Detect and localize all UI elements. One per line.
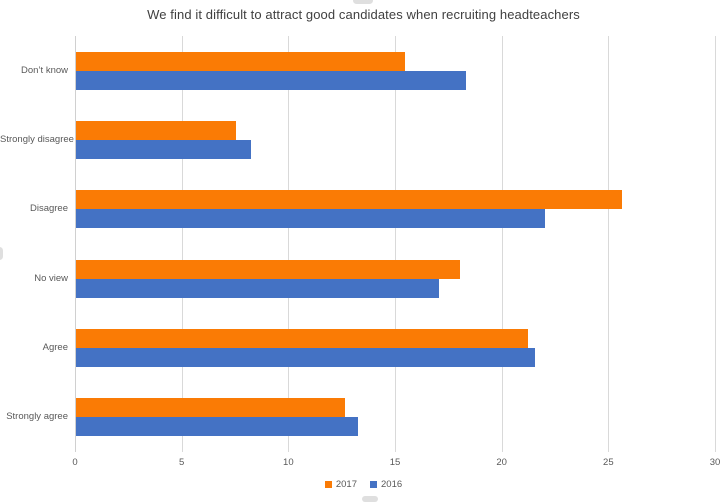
bar-2016-3[interactable]: [76, 278, 439, 298]
bar-2016-1[interactable]: [76, 140, 251, 159]
bar-2017-4[interactable]: [76, 329, 529, 348]
bar-2017-2[interactable]: [76, 190, 623, 210]
category-label: Disagree: [29, 203, 68, 215]
legend-label-2017: 2017: [335, 478, 357, 490]
selection-handle-top[interactable]: [353, 0, 373, 4]
category-label: Don’t know: [21, 64, 68, 76]
gridline-x-25: [608, 36, 610, 452]
bar-2017-0[interactable]: [76, 51, 405, 71]
category-label: Strongly disagree: [0, 134, 74, 145]
x-tick-label-15: 15: [389, 457, 401, 468]
x-tick-label-25: 25: [603, 457, 614, 468]
gridline-x-5: [181, 36, 183, 452]
legend: 2017 2016: [0, 477, 727, 491]
gridline-x-15: [395, 36, 396, 452]
chart-title: We find it difficult to attract good can…: [147, 7, 580, 22]
bar-2017-3[interactable]: [76, 259, 460, 279]
legend-item-2016[interactable]: 2016: [370, 479, 402, 490]
category-label: Strongly agree: [6, 411, 68, 423]
selection-handle-left[interactable]: [0, 247, 3, 260]
legend-item-2017[interactable]: 2017: [324, 478, 357, 490]
x-tick-label-20: 20: [496, 457, 507, 468]
gridline-x-20: [501, 36, 503, 452]
bar-2016-4[interactable]: [76, 348, 535, 367]
x-tick-label-30: 30: [709, 457, 721, 468]
bar-2016-2[interactable]: [76, 209, 546, 229]
bar-2017-1[interactable]: [76, 121, 236, 140]
legend-swatch-2017-icon: [324, 480, 332, 488]
category-label: Agree: [42, 342, 68, 353]
gridline-x-10: [288, 36, 290, 452]
bar-2017-5[interactable]: [76, 398, 345, 418]
x-tick-label-5: 5: [179, 457, 185, 468]
gridline-x-30: [715, 36, 716, 452]
category-axis-line: [75, 36, 76, 452]
bar-2016-0[interactable]: [76, 70, 467, 90]
x-tick-label-0: 0: [72, 457, 78, 468]
legend-swatch-2016-icon: [370, 480, 377, 488]
category-label: No view: [34, 272, 68, 284]
x-tick-label-10: 10: [283, 457, 294, 468]
bar-2016-5[interactable]: [76, 417, 358, 437]
legend-label-2016: 2016: [381, 478, 403, 490]
